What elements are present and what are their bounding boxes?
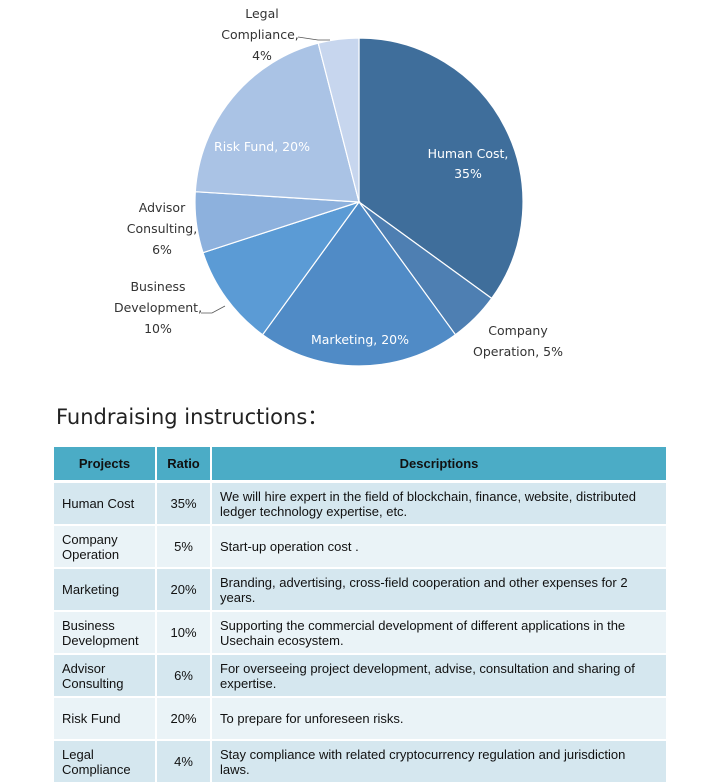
cell-project: Human Cost (54, 483, 157, 526)
cell-project: Company Operation (54, 526, 157, 569)
label-advisor-2: Consulting, (127, 221, 197, 236)
cell-description: To prepare for unforeseen risks. (212, 698, 666, 741)
cell-project: Business Development (54, 612, 157, 655)
cell-project: Legal Compliance (54, 741, 157, 784)
table-row: Legal Compliance 4% Stay compliance with… (54, 741, 666, 784)
pie-slice-marketing (261, 200, 457, 367)
pie-slices (194, 37, 524, 367)
table-row: Business Development 10% Supporting the … (54, 612, 666, 655)
pie-chart: Human Cost, 35% Company Operation, 5% Ma… (114, 6, 563, 367)
pie-slice-risk-fund (194, 42, 360, 203)
cell-ratio: 35% (157, 483, 212, 526)
cell-description: Branding, advertising, cross-field coope… (212, 569, 666, 612)
table-row: Company Operation 5% Start-up operation … (54, 526, 666, 569)
label-legal: Legal (245, 6, 279, 21)
cell-description: We will hire expert in the field of bloc… (212, 483, 666, 526)
label-risk-fund: Risk Fund, 20% (214, 139, 310, 154)
table-header-row: Projects Ratio Descriptions (54, 447, 666, 483)
cell-ratio: 6% (157, 655, 212, 698)
label-legal-pct: 4% (252, 48, 272, 63)
cell-project: Advisor Consulting (54, 655, 157, 698)
leader-line-legal (297, 36, 330, 41)
header-projects: Projects (54, 447, 157, 483)
section-title: Fundraising instructions： (56, 405, 329, 429)
cell-description: For overseeing project development, advi… (212, 655, 666, 698)
cell-ratio: 20% (157, 569, 212, 612)
label-business-2: Development, (114, 300, 202, 315)
leader-line-business (201, 305, 226, 314)
table-row: Advisor Consulting 6% For overseeing pro… (54, 655, 666, 698)
cell-ratio: 4% (157, 741, 212, 784)
fundraising-table: Projects Ratio Descriptions Human Cost 3… (54, 447, 666, 784)
table-row: Marketing 20% Branding, advertising, cro… (54, 569, 666, 612)
label-advisor-pct: 6% (152, 242, 172, 257)
label-marketing: Marketing, 20% (311, 332, 409, 347)
cell-ratio: 5% (157, 526, 212, 569)
label-human-cost: Human Cost, (428, 146, 509, 161)
cell-description: Supporting the commercial development of… (212, 612, 666, 655)
label-business: Business (130, 279, 185, 294)
table-row: Risk Fund 20% To prepare for unforeseen … (54, 698, 666, 741)
label-company-operation-2: Operation, 5% (473, 344, 563, 359)
label-advisor: Advisor (139, 200, 186, 215)
cell-ratio: 10% (157, 612, 212, 655)
label-legal-2: Compliance, (221, 27, 299, 42)
cell-project: Risk Fund (54, 698, 157, 741)
header-descriptions: Descriptions (212, 447, 666, 483)
label-company-operation: Company (488, 323, 548, 338)
cell-description: Stay compliance with related cryptocurre… (212, 741, 666, 784)
header-ratio: Ratio (157, 447, 212, 483)
table-row: Human Cost 35% We will hire expert in th… (54, 483, 666, 526)
slice-labels: Human Cost, 35% Company Operation, 5% Ma… (114, 6, 563, 359)
pie-slice-legal-compliance (317, 37, 360, 203)
leader-lines (201, 36, 330, 314)
cell-description: Start-up operation cost . (212, 526, 666, 569)
cell-ratio: 20% (157, 698, 212, 741)
label-human-cost-pct: 35% (454, 166, 482, 181)
cell-project: Marketing (54, 569, 157, 612)
pie-slice-human-cost (358, 37, 524, 300)
label-business-pct: 10% (144, 321, 172, 336)
pie-slice-business-development (202, 200, 361, 336)
